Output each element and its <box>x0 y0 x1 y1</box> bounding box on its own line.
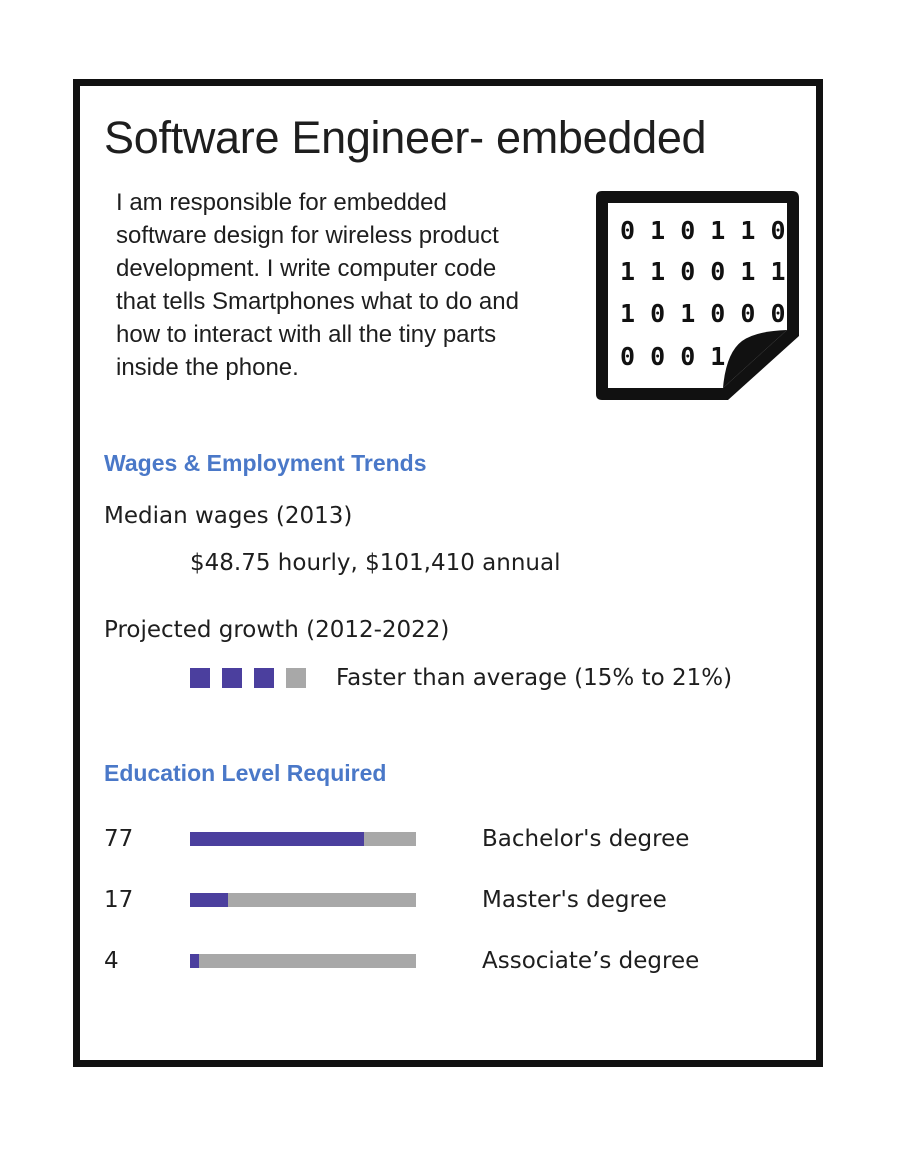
education-level-label: Master's degree <box>482 887 667 913</box>
projected-growth-value: Faster than average (15% to 21%) <box>336 665 733 691</box>
education-heading: Education Level Required <box>104 760 387 786</box>
wages-heading: Wages & Employment Trends <box>104 450 427 476</box>
education-percent: 17 <box>104 887 134 913</box>
education-percent: 4 <box>104 948 119 974</box>
description-line: I am responsible for embedded <box>116 189 447 216</box>
binary-line: 1 0 1 0 0 0 <box>620 299 786 328</box>
rating-square-filled <box>190 668 210 688</box>
education-bar-fill <box>190 954 199 968</box>
education-bar-fill <box>190 893 228 907</box>
description-line: that tells Smartphones what to do and <box>116 288 519 315</box>
binary-code-document-icon: 0 1 0 1 1 0 1 1 0 0 1 1 1 0 1 0 0 0 0 0 … <box>596 191 799 400</box>
rating-square-filled <box>254 668 274 688</box>
job-description: I am responsible for embedded software d… <box>116 186 566 384</box>
education-bar-fill <box>190 832 364 846</box>
education-bar-track <box>190 954 416 968</box>
projected-growth-label: Projected growth (2012-2022) <box>104 617 450 643</box>
median-wages-value: $48.75 hourly, $101,410 annual <box>190 550 561 576</box>
education-level-label: Bachelor's degree <box>482 826 690 852</box>
description-line: inside the phone. <box>116 354 299 381</box>
page-title: Software Engineer- embedded <box>104 112 707 163</box>
rating-square-filled <box>222 668 242 688</box>
education-level-label: Associate’s degree <box>482 948 700 974</box>
median-wages-label: Median wages (2013) <box>104 503 353 529</box>
binary-line: 0 0 0 1 <box>620 342 725 371</box>
description-line: software design for wireless product <box>116 222 499 249</box>
binary-line: 0 1 0 1 1 0 <box>620 216 786 245</box>
description-line: how to interact with all the tiny parts <box>116 321 497 348</box>
binary-line: 1 1 0 0 1 1 <box>620 257 786 286</box>
education-bar-track <box>190 832 416 846</box>
rating-square-empty <box>286 668 306 688</box>
education-bar-track <box>190 893 416 907</box>
growth-rating <box>190 668 320 690</box>
description-line: development. I write computer code <box>116 255 497 282</box>
education-percent: 77 <box>104 826 134 852</box>
